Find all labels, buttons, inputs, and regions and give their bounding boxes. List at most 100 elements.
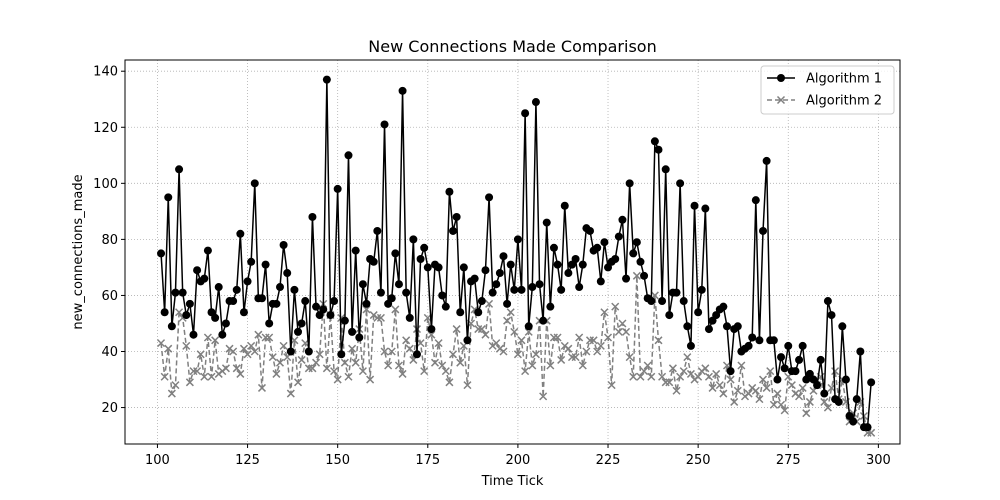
data-point-algorithm-2 [405, 344, 414, 353]
y-tick-label: 20 [101, 401, 118, 416]
data-point-algorithm-1 [322, 75, 331, 84]
data-point-algorithm-1 [571, 255, 580, 264]
x-tick-label: 175 [415, 453, 440, 468]
data-point-algorithm-1 [560, 201, 569, 210]
data-point-algorithm-1 [593, 243, 602, 252]
data-point-algorithm-2 [553, 333, 562, 342]
data-point-algorithm-2 [820, 397, 829, 406]
data-point-algorithm-1 [575, 283, 584, 292]
data-point-algorithm-2 [575, 333, 584, 342]
data-point-algorithm-1 [358, 280, 367, 289]
series-algorithm-1 [157, 75, 876, 432]
data-point-algorithm-1 [769, 336, 778, 345]
data-point-algorithm-2 [492, 339, 501, 348]
data-point-algorithm-2 [340, 358, 349, 367]
data-point-algorithm-2 [708, 383, 717, 392]
data-point-algorithm-1 [517, 285, 526, 294]
data-point-algorithm-2 [531, 350, 540, 359]
data-point-algorithm-2 [603, 333, 613, 342]
data-point-algorithm-1 [791, 367, 800, 376]
data-point-algorithm-1 [629, 249, 638, 258]
data-point-algorithm-1 [503, 299, 512, 308]
data-point-algorithm-1 [279, 240, 288, 249]
data-point-algorithm-1 [726, 367, 735, 376]
data-point-algorithm-2 [477, 325, 486, 334]
data-point-algorithm-1 [650, 137, 659, 146]
data-point-algorithm-1 [333, 184, 342, 193]
data-point-algorithm-2 [430, 358, 440, 367]
data-point-algorithm-1 [762, 156, 771, 165]
data-point-algorithm-1 [340, 316, 349, 325]
data-point-algorithm-2 [207, 372, 216, 381]
data-point-algorithm-1 [387, 294, 396, 303]
data-point-algorithm-1 [412, 350, 421, 359]
data-point-algorithm-2 [694, 372, 703, 381]
data-point-algorithm-2 [441, 367, 450, 376]
data-point-algorithm-2 [452, 325, 461, 334]
data-point-algorithm-2 [762, 383, 771, 392]
data-point-algorithm-1 [272, 299, 281, 308]
data-point-algorithm-1 [513, 235, 522, 244]
data-point-algorithm-1 [294, 327, 303, 336]
y-tick-label: 60 [101, 289, 118, 304]
data-point-algorithm-1 [157, 249, 166, 258]
chart-title: New Connections Made Comparison [368, 37, 656, 56]
data-point-algorithm-2 [715, 381, 724, 390]
y-tick-label: 100 [93, 177, 118, 192]
data-point-algorithm-2 [686, 369, 695, 378]
data-point-algorithm-2 [564, 344, 573, 353]
legend-label-algorithm-2: Algorithm 2 [806, 94, 882, 109]
data-point-algorithm-2 [647, 372, 656, 381]
data-point-algorithm-2 [636, 372, 645, 381]
y-tick-label: 120 [93, 121, 118, 136]
data-point-algorithm-2 [611, 302, 620, 311]
data-point-algorithm-1 [719, 302, 728, 311]
x-tick-label: 125 [235, 453, 260, 468]
data-point-algorithm-2 [582, 347, 591, 356]
data-point-algorithm-1 [553, 260, 562, 269]
data-point-algorithm-1 [178, 288, 187, 297]
data-point-algorithm-1 [319, 305, 328, 314]
data-point-algorithm-2 [261, 333, 270, 342]
data-point-algorithm-2 [831, 367, 840, 376]
data-point-algorithm-2 [513, 350, 522, 359]
data-point-algorithm-1 [625, 179, 634, 188]
data-point-algorithm-2 [704, 372, 713, 381]
data-point-algorithm-2 [506, 308, 515, 317]
data-point-algorithm-1 [247, 257, 256, 266]
data-point-algorithm-2 [744, 389, 753, 398]
data-point-algorithm-1 [477, 297, 486, 306]
data-point-algorithm-1 [427, 325, 436, 334]
data-point-algorithm-2 [517, 336, 526, 345]
data-point-algorithm-1 [676, 179, 685, 188]
data-point-algorithm-2 [250, 347, 259, 356]
data-point-algorithm-2 [524, 327, 533, 336]
data-point-algorithm-2 [297, 355, 306, 364]
data-point-algorithm-1 [867, 378, 876, 387]
legend-label-algorithm-1: Algorithm 1 [806, 72, 882, 87]
data-point-algorithm-2 [448, 350, 458, 359]
data-point-algorithm-1 [510, 285, 519, 294]
data-point-algorithm-2 [193, 367, 202, 376]
data-point-algorithm-1 [203, 246, 212, 255]
legend: Algorithm 1 Algorithm 2 [760, 65, 895, 115]
data-point-algorithm-1 [679, 297, 688, 306]
data-point-algorithm-2 [236, 369, 245, 378]
data-point-algorithm-1 [722, 322, 731, 331]
data-point-algorithm-2 [596, 341, 605, 350]
data-point-algorithm-2 [247, 341, 256, 350]
data-point-algorithm-1 [780, 364, 789, 373]
data-point-algorithm-1 [665, 311, 674, 320]
data-point-algorithm-2 [254, 330, 263, 339]
data-point-algorithm-1 [211, 313, 220, 322]
data-point-algorithm-1 [445, 187, 454, 196]
data-point-algorithm-1 [557, 285, 566, 294]
data-point-algorithm-2 [322, 364, 331, 373]
data-point-algorithm-2 [398, 369, 407, 378]
data-point-algorithm-2 [189, 367, 198, 376]
data-point-algorithm-1 [463, 336, 472, 345]
data-point-algorithm-1 [636, 257, 645, 266]
data-point-algorithm-2 [275, 358, 285, 367]
data-point-algorithm-1 [600, 238, 609, 247]
data-point-algorithm-2 [463, 381, 472, 390]
